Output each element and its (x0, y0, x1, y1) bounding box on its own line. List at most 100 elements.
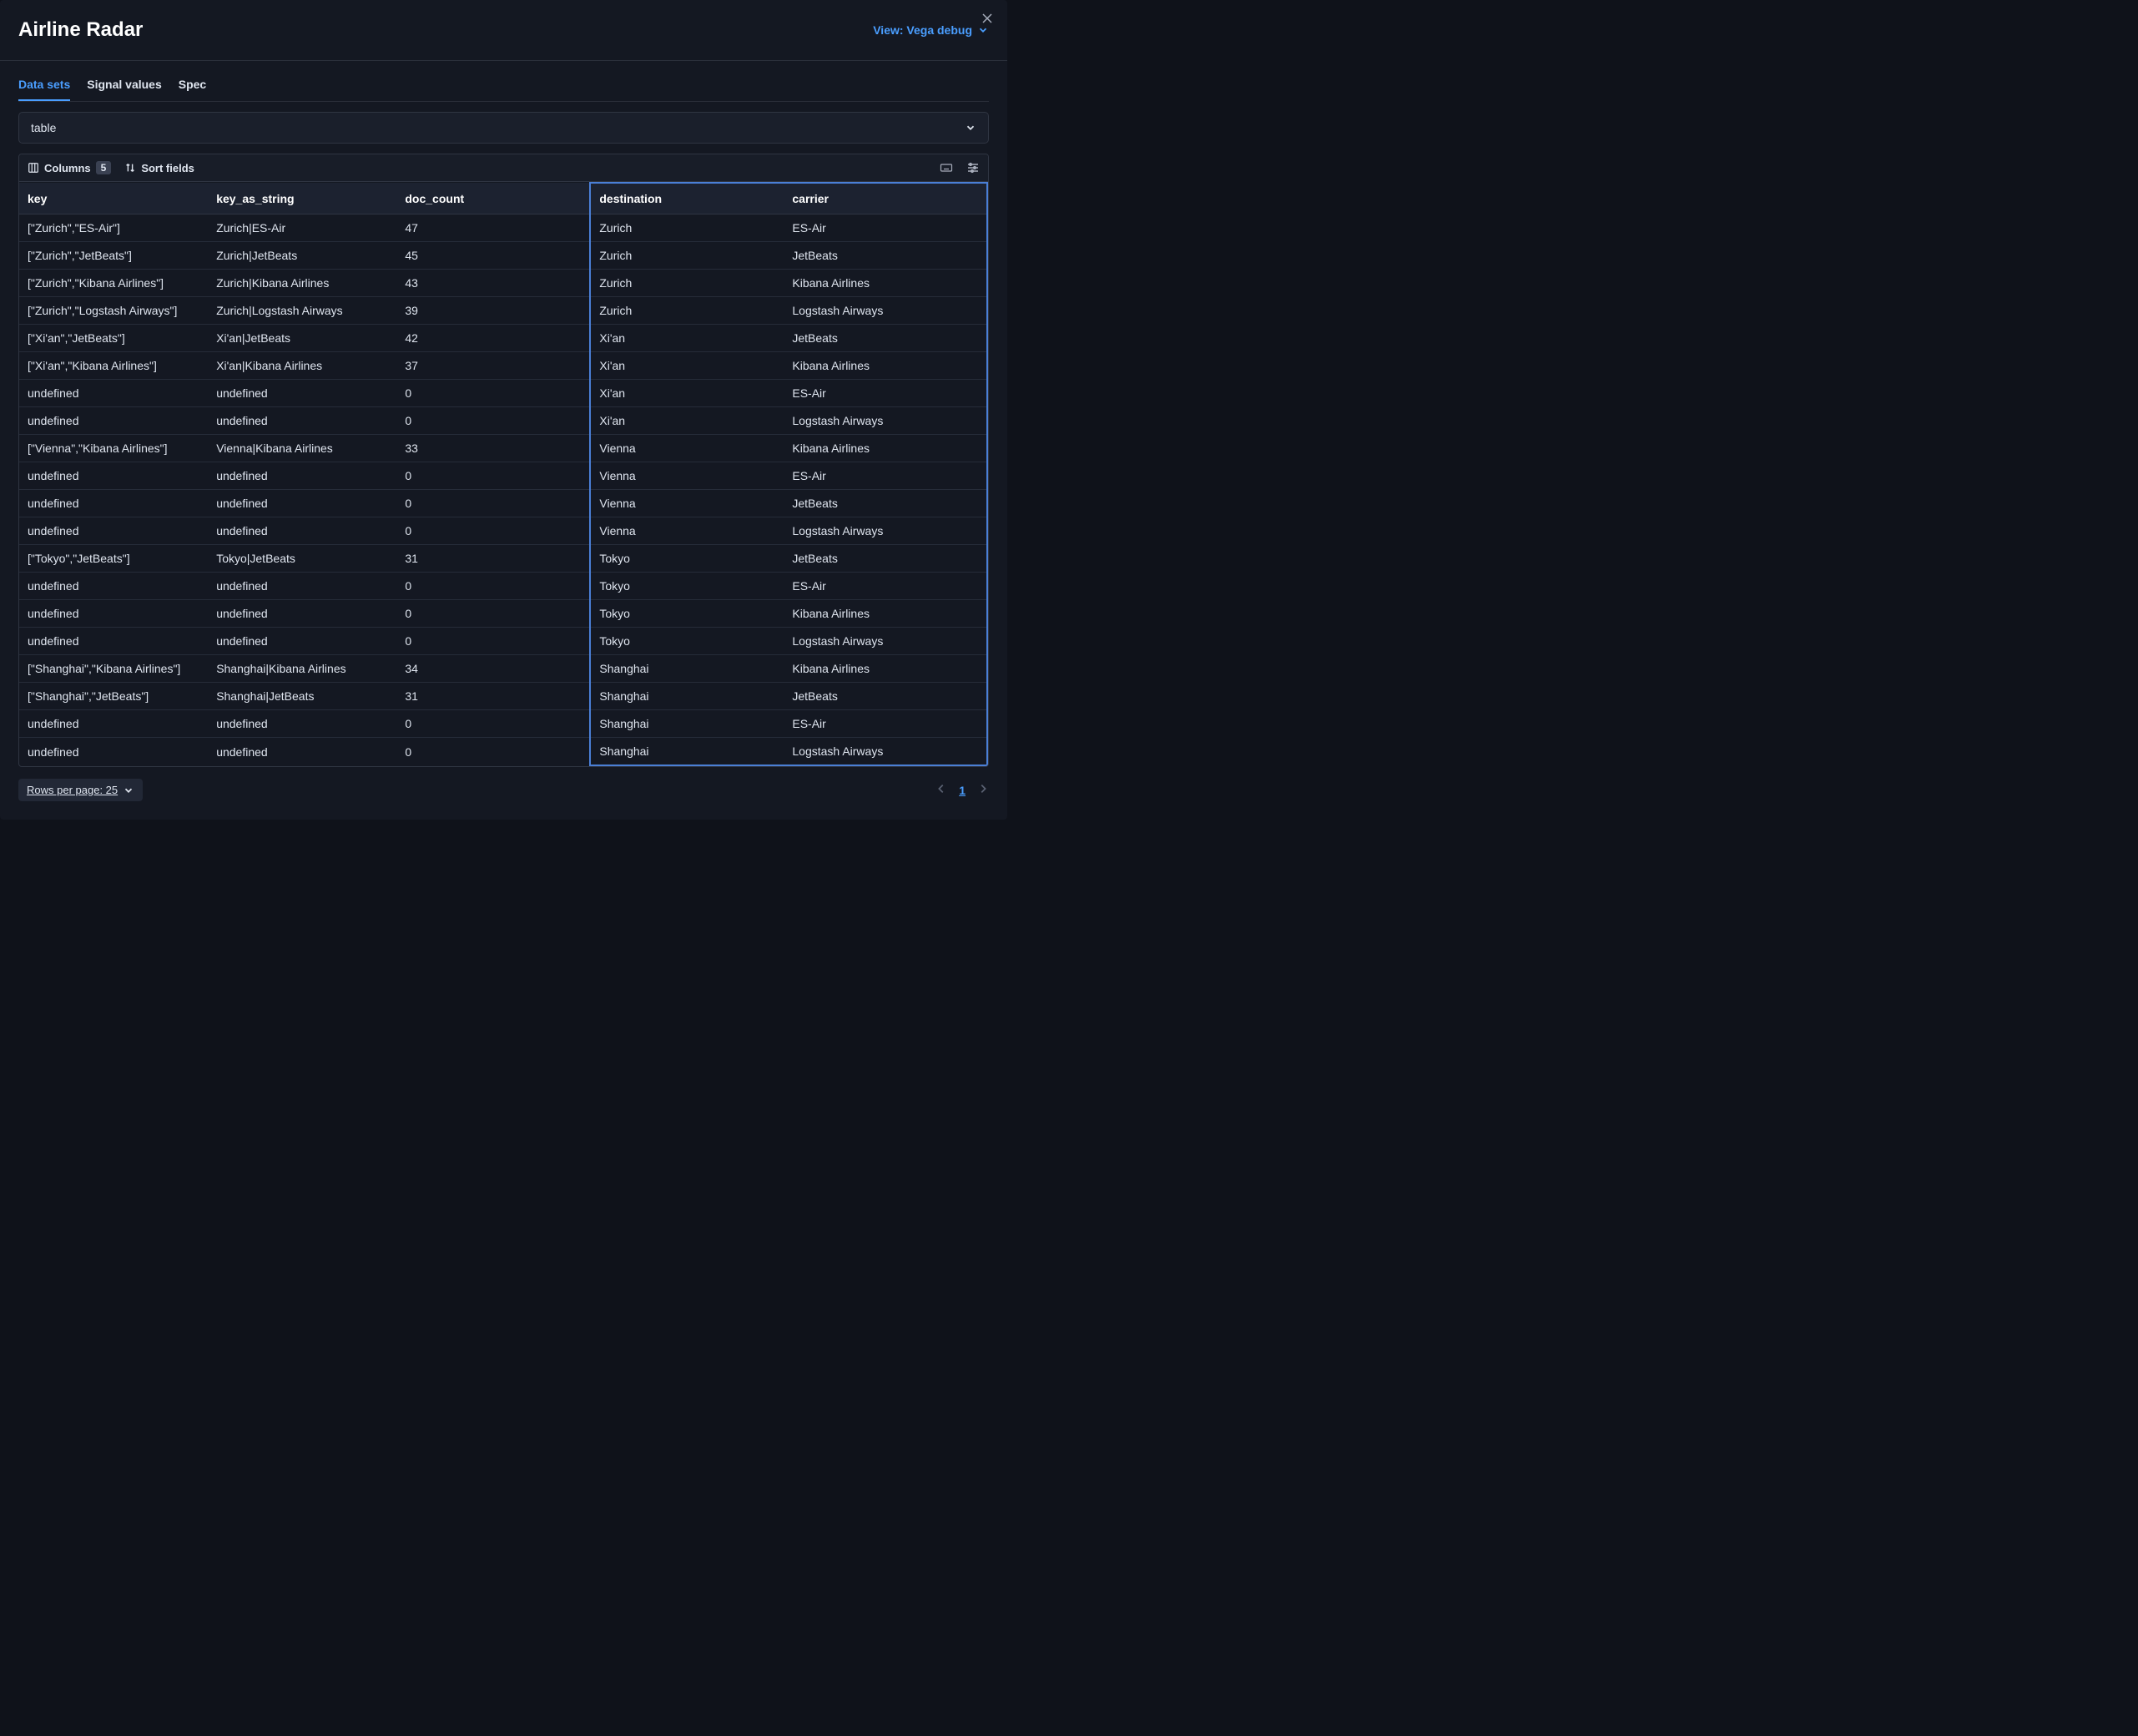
cell-carrier[interactable]: Logstash Airways (784, 628, 987, 655)
cell-key[interactable]: ["Tokyo","JetBeats"] (19, 545, 208, 573)
cell-carrier[interactable]: JetBeats (784, 325, 987, 352)
cell-destination[interactable]: Xi'an (590, 352, 784, 380)
cell-doc_count[interactable]: 0 (396, 738, 590, 766)
cell-key[interactable]: undefined (19, 573, 208, 600)
cell-key_as_string[interactable]: Zurich|JetBeats (208, 242, 396, 270)
cell-doc_count[interactable]: 0 (396, 407, 590, 435)
cell-carrier[interactable]: JetBeats (784, 683, 987, 710)
cell-doc_count[interactable]: 47 (396, 214, 590, 242)
cell-destination[interactable]: Zurich (590, 214, 784, 242)
cell-carrier[interactable]: Kibana Airlines (784, 270, 987, 297)
cell-key_as_string[interactable]: undefined (208, 600, 396, 628)
cell-carrier[interactable]: Logstash Airways (784, 407, 987, 435)
cell-key_as_string[interactable]: Shanghai|Kibana Airlines (208, 655, 396, 683)
rows-per-page-button[interactable]: Rows per page: 25 (18, 779, 143, 801)
cell-key[interactable]: undefined (19, 462, 208, 490)
cell-destination[interactable]: Tokyo (590, 573, 784, 600)
cell-carrier[interactable]: Kibana Airlines (784, 655, 987, 683)
cell-key_as_string[interactable]: Shanghai|JetBeats (208, 683, 396, 710)
cell-carrier[interactable]: Logstash Airways (784, 738, 987, 766)
cell-doc_count[interactable]: 39 (396, 297, 590, 325)
cell-doc_count[interactable]: 0 (396, 380, 590, 407)
cell-key_as_string[interactable]: Vienna|Kibana Airlines (208, 435, 396, 462)
cell-carrier[interactable]: ES-Air (784, 380, 987, 407)
cell-destination[interactable]: Tokyo (590, 545, 784, 573)
cell-key[interactable]: undefined (19, 628, 208, 655)
cell-key[interactable]: ["Zurich","JetBeats"] (19, 242, 208, 270)
tab-spec[interactable]: Spec (179, 78, 206, 101)
keyboard-shortcuts-icon[interactable] (940, 161, 953, 174)
cell-key[interactable]: undefined (19, 738, 208, 766)
cell-carrier[interactable]: ES-Air (784, 214, 987, 242)
cell-destination[interactable]: Vienna (590, 435, 784, 462)
tab-data-sets[interactable]: Data sets (18, 78, 70, 101)
cell-key_as_string[interactable]: Zurich|Kibana Airlines (208, 270, 396, 297)
cell-carrier[interactable]: Kibana Airlines (784, 600, 987, 628)
cell-destination[interactable]: Vienna (590, 462, 784, 490)
cell-doc_count[interactable]: 42 (396, 325, 590, 352)
cell-carrier[interactable]: Kibana Airlines (784, 352, 987, 380)
cell-key_as_string[interactable]: undefined (208, 738, 396, 766)
close-icon[interactable] (981, 12, 996, 27)
view-switcher[interactable]: View: Vega debug (873, 23, 989, 37)
cell-key_as_string[interactable]: Xi'an|JetBeats (208, 325, 396, 352)
cell-destination[interactable]: Zurich (590, 270, 784, 297)
cell-destination[interactable]: Zurich (590, 242, 784, 270)
cell-key[interactable]: undefined (19, 517, 208, 545)
cell-doc_count[interactable]: 0 (396, 710, 590, 738)
cell-destination[interactable]: Shanghai (590, 710, 784, 738)
cell-carrier[interactable]: Logstash Airways (784, 297, 987, 325)
cell-key[interactable]: ["Shanghai","JetBeats"] (19, 683, 208, 710)
cell-key_as_string[interactable]: undefined (208, 380, 396, 407)
cell-doc_count[interactable]: 43 (396, 270, 590, 297)
cell-key_as_string[interactable]: Xi'an|Kibana Airlines (208, 352, 396, 380)
columns-button[interactable]: Columns 5 (28, 161, 111, 174)
cell-carrier[interactable]: ES-Air (784, 573, 987, 600)
cell-doc_count[interactable]: 0 (396, 573, 590, 600)
tab-signal-values[interactable]: Signal values (87, 78, 161, 101)
cell-destination[interactable]: Xi'an (590, 407, 784, 435)
cell-key[interactable]: ["Shanghai","Kibana Airlines"] (19, 655, 208, 683)
cell-key[interactable]: undefined (19, 710, 208, 738)
cell-doc_count[interactable]: 45 (396, 242, 590, 270)
cell-carrier[interactable]: JetBeats (784, 242, 987, 270)
cell-key[interactable]: ["Vienna","Kibana Airlines"] (19, 435, 208, 462)
next-page-button[interactable] (977, 783, 989, 797)
cell-doc_count[interactable]: 0 (396, 490, 590, 517)
column-header-key[interactable]: key (19, 183, 208, 214)
cell-destination[interactable]: Vienna (590, 490, 784, 517)
cell-key_as_string[interactable]: undefined (208, 573, 396, 600)
cell-doc_count[interactable]: 37 (396, 352, 590, 380)
cell-key[interactable]: undefined (19, 490, 208, 517)
cell-doc_count[interactable]: 0 (396, 628, 590, 655)
cell-key_as_string[interactable]: Tokyo|JetBeats (208, 545, 396, 573)
cell-doc_count[interactable]: 33 (396, 435, 590, 462)
cell-key_as_string[interactable]: undefined (208, 490, 396, 517)
cell-key_as_string[interactable]: undefined (208, 462, 396, 490)
page-number[interactable]: 1 (959, 784, 966, 797)
cell-doc_count[interactable]: 0 (396, 462, 590, 490)
cell-key_as_string[interactable]: Zurich|ES-Air (208, 214, 396, 242)
cell-doc_count[interactable]: 31 (396, 683, 590, 710)
cell-doc_count[interactable]: 0 (396, 517, 590, 545)
cell-doc_count[interactable]: 0 (396, 600, 590, 628)
cell-key_as_string[interactable]: undefined (208, 407, 396, 435)
cell-key[interactable]: undefined (19, 380, 208, 407)
prev-page-button[interactable] (935, 783, 947, 797)
cell-carrier[interactable]: Logstash Airways (784, 517, 987, 545)
cell-carrier[interactable]: Kibana Airlines (784, 435, 987, 462)
cell-carrier[interactable]: ES-Air (784, 462, 987, 490)
cell-key[interactable]: ["Xi'an","Kibana Airlines"] (19, 352, 208, 380)
column-header-key_as_string[interactable]: key_as_string (208, 183, 396, 214)
cell-key_as_string[interactable]: undefined (208, 628, 396, 655)
cell-destination[interactable]: Shanghai (590, 683, 784, 710)
cell-key[interactable]: undefined (19, 407, 208, 435)
cell-carrier[interactable]: JetBeats (784, 490, 987, 517)
cell-key[interactable]: undefined (19, 600, 208, 628)
cell-destination[interactable]: Xi'an (590, 325, 784, 352)
cell-key_as_string[interactable]: undefined (208, 517, 396, 545)
cell-carrier[interactable]: ES-Air (784, 710, 987, 738)
cell-key[interactable]: ["Zurich","Kibana Airlines"] (19, 270, 208, 297)
cell-key[interactable]: ["Xi'an","JetBeats"] (19, 325, 208, 352)
dataset-select[interactable]: table (18, 112, 989, 144)
